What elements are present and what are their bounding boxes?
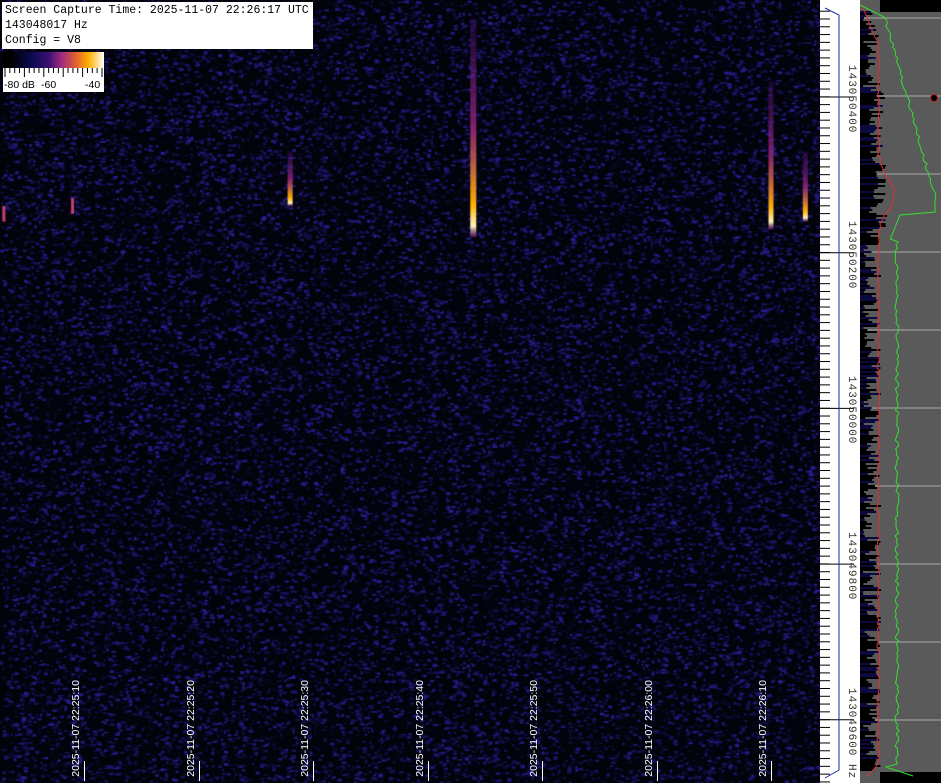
scale-label-min: -80 dB: [4, 79, 35, 91]
color-scale-ticks: [4, 68, 103, 77]
signal-mark-0: [2, 206, 5, 222]
time-tick: [313, 761, 314, 781]
frequency-label: 143050400: [845, 65, 857, 134]
frequency-axis: 143050400 143050200 143050000 143049800 1430…: [820, 0, 860, 783]
capture-info-box: Screen Capture Time: 2025-11-07 22:26:17…: [2, 2, 313, 49]
time-tick: [656, 761, 658, 781]
time-tick: [198, 761, 200, 781]
signal-mark-3: [470, 19, 476, 237]
scale-label-mid: -60: [41, 79, 57, 91]
signal-mark-1: [71, 198, 74, 214]
spectrum-top-band: [880, 0, 941, 12]
frequency-label: 143049800: [845, 532, 857, 601]
frequency-label: 143049600 Hz: [845, 687, 857, 780]
time-label: 2025-11-07 22:25:10: [70, 680, 82, 777]
spectrum-panel: [860, 0, 941, 783]
time-tick: [84, 761, 85, 781]
time-label: 2025-11-07 22:26:10: [757, 680, 769, 777]
spectrum-bottom-band: [880, 772, 941, 783]
time-label: 2025-11-07 22:25:30: [299, 680, 311, 777]
time-label: 2025-11-07 22:26:00: [642, 680, 655, 777]
time-label: 2025-11-07 22:25:20: [184, 680, 197, 777]
signal-mark-2: [288, 151, 293, 205]
center-frequency: 143048017 Hz: [5, 19, 88, 32]
frequency-axis-ticks: [820, 7, 854, 783]
scale-label-max: -40: [85, 79, 101, 91]
signal-mark-4: [769, 81, 774, 229]
time-tick: [542, 761, 543, 781]
waterfall-spectrogram: [0, 0, 820, 783]
color-scale-legend: -80 dB -60 -40: [3, 52, 104, 92]
spectrum-average-line: [860, 4, 937, 777]
color-scale-gradient: [3, 52, 104, 68]
time-label: 2025-11-07 22:25:40: [413, 680, 426, 777]
time-label: 2025-11-07 22:25:50: [528, 680, 540, 777]
signal-mark-5: [803, 151, 808, 221]
marker-dot: [930, 94, 938, 102]
config-label: Config = V8: [5, 34, 81, 47]
spectrum-peak-line: [861, 4, 896, 777]
frequency-label: 143050200: [845, 220, 857, 290]
frequency-range-bracket: [824, 7, 840, 779]
time-tick: [427, 761, 429, 781]
frequency-label: 143050000: [845, 376, 857, 445]
capture-time: Screen Capture Time: 2025-11-07 22:26:17…: [5, 4, 309, 17]
time-tick: [771, 761, 772, 781]
